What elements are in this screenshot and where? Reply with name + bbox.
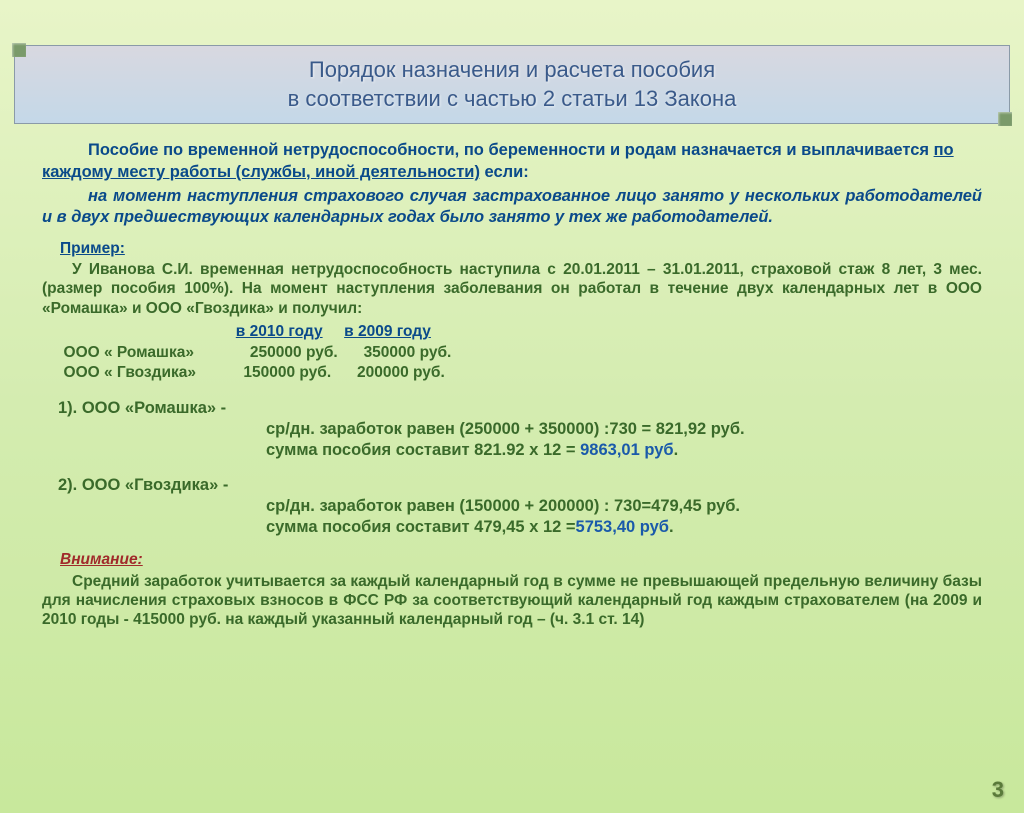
calc1-l2a: сумма пособия составит 821.92 х 12 = xyxy=(266,441,580,459)
example-body: У Иванова С.И. временная нетрудоспособно… xyxy=(42,261,982,317)
year-2010: в 2010 году xyxy=(236,322,323,342)
company-row-romashka: ООО « Ромашка» 250000 руб. 350000 руб. xyxy=(42,343,982,363)
calc1-line1: ср/дн. заработок равен (250000 + 350000)… xyxy=(266,419,982,440)
calc1-result: 9863,01 руб xyxy=(580,441,673,459)
calc2-line1: ср/дн. заработок равен (150000 + 200000)… xyxy=(266,496,982,517)
year-gap xyxy=(323,323,345,340)
page-number: 3 xyxy=(992,777,1004,803)
attention-header: Внимание: xyxy=(60,550,982,569)
attention-block: Внимание: Средний заработок учитывается … xyxy=(42,550,982,630)
attention-text: Средний заработок учитывается за каждый … xyxy=(42,572,982,630)
calc-gvozdika: 2). ООО «Гвоздика» - ср/дн. заработок ра… xyxy=(42,475,982,538)
calc2-header: 2). ООО «Гвоздика» - xyxy=(58,475,982,496)
title-bar: Порядок назначения и расчета пособия в с… xyxy=(14,45,1010,124)
calc2-l2a: сумма пособия составит 479,45 х 12 = xyxy=(266,518,576,536)
year-spacer xyxy=(42,323,236,340)
example-block: Пример: У Иванова С.И. временная нетрудо… xyxy=(42,239,982,383)
para2-text: на момент наступления страхового случая … xyxy=(42,187,982,227)
calc1-header: 1). ООО «Ромашка» - xyxy=(58,398,982,419)
para1-t2: если: xyxy=(480,163,529,181)
title-line-2: в соответствии с частью 2 статьи 13 Зако… xyxy=(35,85,989,114)
para1-t1: Пособие по временной нетрудоспособности,… xyxy=(88,141,934,159)
example-header: Пример: xyxy=(60,239,982,259)
attention-body: Средний заработок учитывается за каждый … xyxy=(42,573,982,629)
calc2-result: 5753,40 руб xyxy=(576,518,669,536)
calc1-l2c: . xyxy=(674,441,679,459)
title-line-1: Порядок назначения и расчета пособия xyxy=(35,56,989,85)
calc2-line2: сумма пособия составит 479,45 х 12 =5753… xyxy=(266,517,982,538)
calc1-line2: сумма пособия составит 821.92 х 12 = 986… xyxy=(266,440,982,461)
paragraph-condition: на момент наступления страхового случая … xyxy=(42,186,982,230)
paragraph-intro: Пособие по временной нетрудоспособности,… xyxy=(42,140,982,184)
company-row-gvozdika: ООО « Гвоздика» 150000 руб. 200000 руб. xyxy=(42,363,982,383)
example-text: У Иванова С.И. временная нетрудоспособно… xyxy=(42,260,982,319)
calc-romashka: 1). ООО «Ромашка» - ср/дн. заработок рав… xyxy=(42,398,982,461)
calc2-l2c: . xyxy=(669,518,674,536)
year-header-row: в 2010 году в 2009 году xyxy=(42,322,982,342)
year-2009: в 2009 году xyxy=(344,322,431,342)
content: Пособие по временной нетрудоспособности,… xyxy=(0,124,1024,630)
